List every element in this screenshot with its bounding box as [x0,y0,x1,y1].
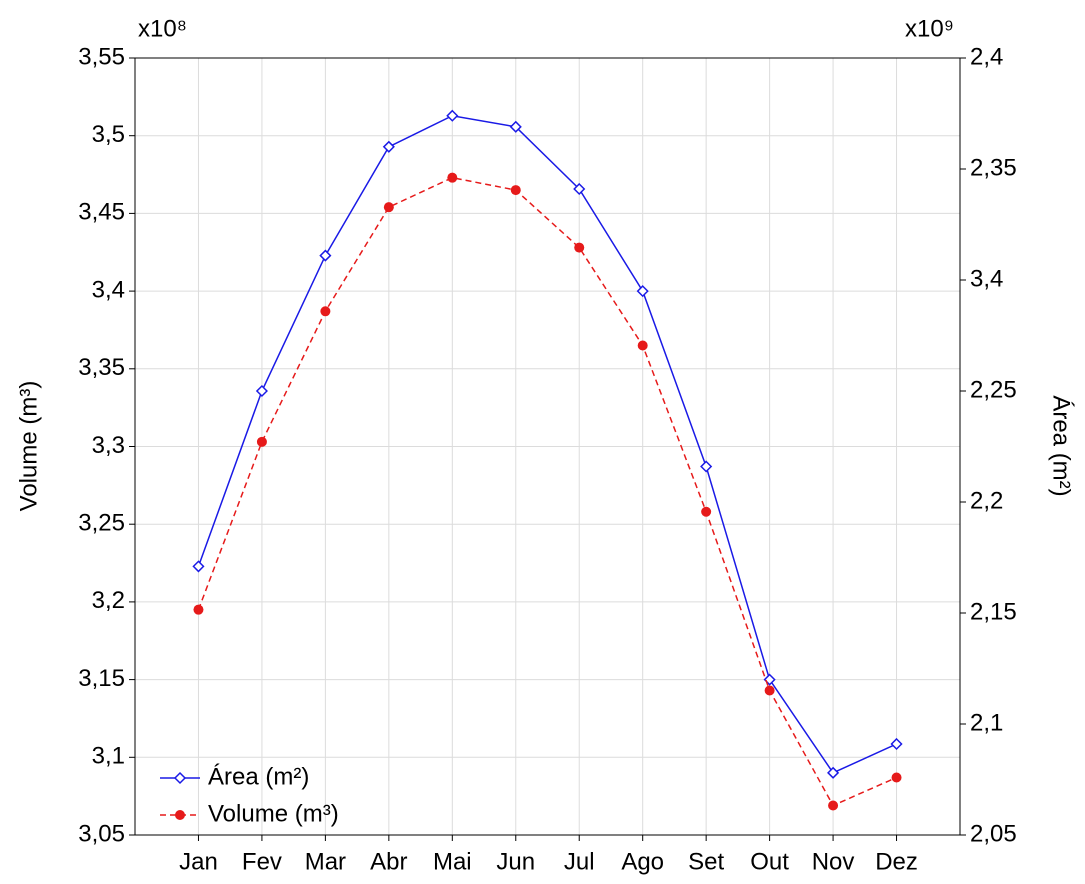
x-tick-label: Abr [370,848,407,875]
point [700,460,713,473]
x-tick-label: Dez [875,848,918,875]
y-tick-label: 3,1 [92,743,125,770]
y2-multiplier: x10⁹ [905,15,954,42]
point [763,673,776,686]
point [701,506,712,517]
x-tick-label: Jun [496,848,535,875]
y2-tick-label: 2,25 [970,376,1017,403]
x-tick-label: Ago [621,848,664,875]
y2-tick-label: 2,2 [970,487,1003,514]
point [636,285,649,298]
y2-tick-label: 2,05 [970,820,1017,847]
point [637,340,648,351]
x-tick-label: Mar [305,848,346,875]
point [446,109,459,122]
point [764,685,775,696]
point [509,120,522,133]
y-tick-label: 3,05 [78,820,125,847]
legend-marker [175,810,185,820]
point [255,384,268,398]
y-tick-label: 3,35 [78,354,125,381]
y2-tick-label: 2,1 [970,709,1003,736]
plot-frame [134,57,961,836]
point [319,249,332,262]
y-multiplier: x10⁸ [138,15,187,42]
y-tick-label: 3,25 [78,510,125,537]
point [382,140,395,153]
point [573,182,586,196]
series-line [197,114,897,774]
y-tick-label: 3,45 [78,199,125,226]
point [192,560,205,573]
y-tick-label: 3,4 [92,276,125,303]
y-axis-title: Volume (m³) [15,381,42,512]
x-tick-label: Set [688,848,724,875]
point [383,202,394,213]
y-tick-label: 3,5 [92,121,125,148]
legend-marker [173,771,187,785]
y-tick-label: 3,15 [78,665,125,692]
point [574,242,585,253]
legend-label: Área (m²) [208,763,309,790]
x-tick-label: Out [750,848,789,875]
y2-tick-label: 3,4 [970,265,1003,292]
y-tick-label: 3,55 [78,43,125,70]
y2-axis-title: Área (m²) [1048,395,1075,496]
point [891,772,902,783]
point [447,172,458,183]
point [510,185,521,196]
x-tick-label: Nov [812,848,855,875]
x-tick-label: Jan [179,848,218,875]
y2-tick-label: 2,35 [970,154,1017,181]
y-tick-label: 3,3 [92,432,125,459]
x-tick-label: Fev [242,848,282,875]
x-tick-label: Mai [433,848,472,875]
series-line [197,176,897,807]
y-tick-label: 3,2 [92,587,125,614]
legend-label: Volume (m³) [208,800,339,827]
point [890,737,903,751]
point [828,800,839,811]
y2-tick-label: 2,4 [970,43,1003,70]
x-tick-label: Jul [564,848,595,875]
point [320,306,331,317]
point [193,604,204,615]
point [256,436,267,447]
point [827,766,840,779]
y2-tick-label: 2,15 [970,598,1017,625]
